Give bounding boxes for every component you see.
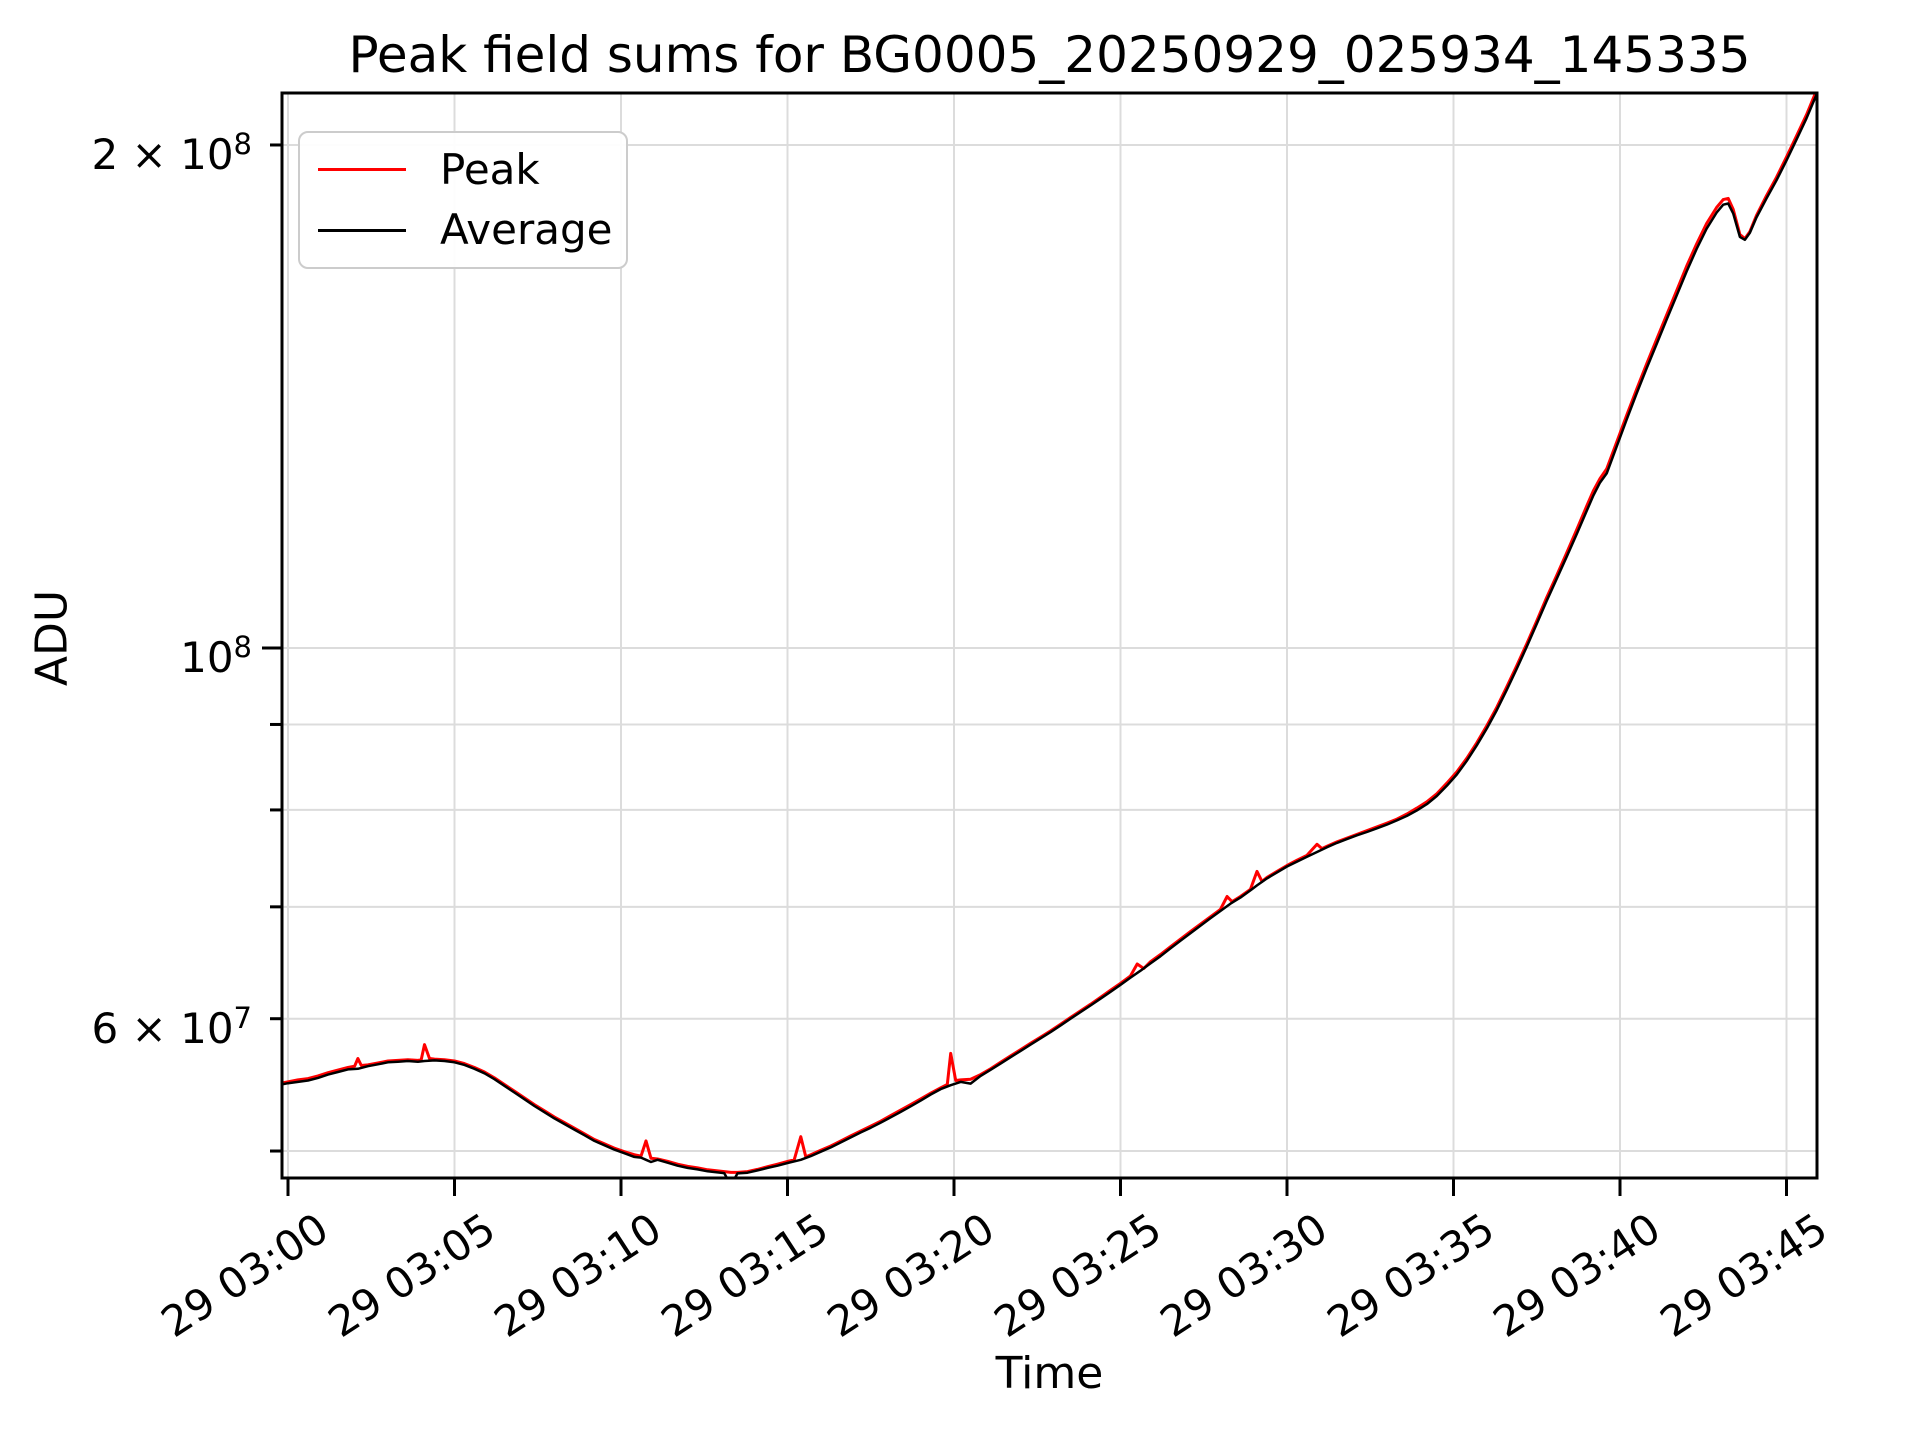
y-tick-label: 2 × 108 [91, 126, 252, 179]
axes-spines [280, 91, 1819, 1180]
legend-entry-peak: Peak [318, 142, 616, 198]
x-axis-label: Time [995, 1348, 1104, 1399]
legend-entry-average: Average [318, 202, 616, 258]
legend-label-average: Average [440, 205, 613, 255]
y-tick-label: 108 [180, 630, 252, 682]
chart-title: Peak field sums for BG0005_20250929_0259… [348, 26, 1751, 84]
average-line-swatch [318, 228, 406, 232]
legend: Peak Average [298, 131, 628, 269]
peak-line-swatch [318, 168, 406, 172]
legend-label-peak: Peak [440, 144, 540, 194]
y-tick-label: 6 × 107 [91, 1000, 252, 1053]
series-line-average [282, 93, 1817, 1178]
